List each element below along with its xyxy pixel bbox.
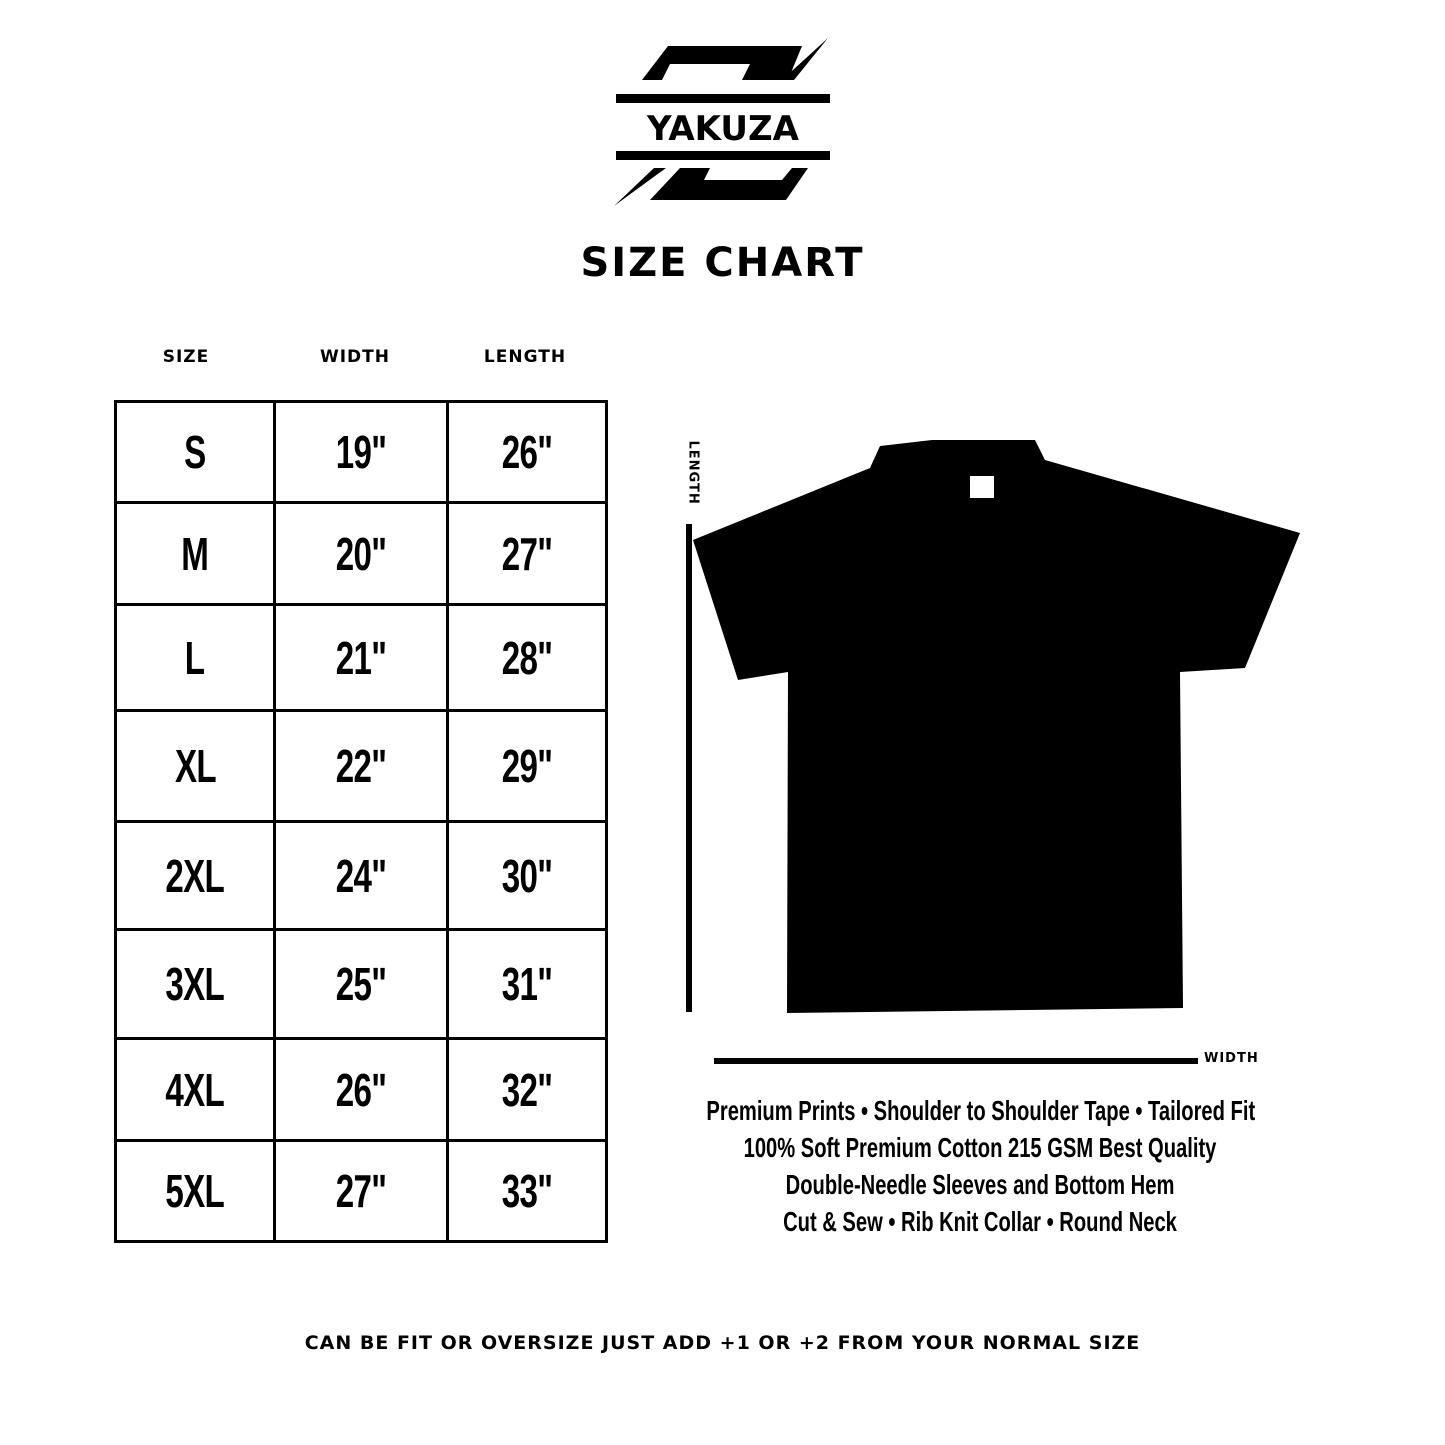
feature-line: Cut & Sew • Rib Knit Collar • Round Neck xyxy=(783,1206,1177,1237)
table-row: 4XL 26" 32" xyxy=(114,1037,608,1142)
size-table: S 19" 26" M 20" 27" L 21" 28" XL 22" 29" 2XL 24" 30" 3X… xyxy=(114,400,608,1243)
table-cell: 31" xyxy=(446,928,608,1040)
size-value: 3XL xyxy=(165,958,225,1010)
length-value: 31" xyxy=(501,958,553,1010)
header-size: SIZE xyxy=(162,347,210,367)
size-value: 5XL xyxy=(165,1165,225,1217)
table-cell: S xyxy=(114,400,276,504)
table-cell: 30" xyxy=(446,820,608,931)
table-cell: 33" xyxy=(446,1139,608,1243)
tshirt-tag xyxy=(970,476,994,498)
table-cell: 20" xyxy=(273,501,449,606)
table-cell: 2XL xyxy=(114,820,276,931)
table-row: 2XL 24" 30" xyxy=(114,820,608,931)
table-row: 3XL 25" 31" xyxy=(114,928,608,1040)
table-row: L 21" 28" xyxy=(114,603,608,712)
table-cell: 22" xyxy=(273,709,449,823)
length-value: 26" xyxy=(501,426,553,478)
table-cell: 27" xyxy=(273,1139,449,1243)
length-value: 30" xyxy=(501,849,553,902)
width-value: 27" xyxy=(335,1165,387,1217)
width-value: 20" xyxy=(335,527,387,580)
width-label: WIDTH xyxy=(1204,1051,1259,1066)
table-cell: 21" xyxy=(273,603,449,712)
size-value: XL xyxy=(174,740,217,792)
width-value: 21" xyxy=(335,631,387,684)
table-row: 5XL 27" 33" xyxy=(114,1139,608,1243)
table-cell: 3XL xyxy=(114,928,276,1040)
feature-line: Premium Prints • Shoulder to Shoulder Ta… xyxy=(706,1095,1256,1126)
feature-list: Premium Prints • Shoulder to Shoulder Ta… xyxy=(600,1092,1360,1240)
width-value: 26" xyxy=(335,1063,387,1116)
table-cell: M xyxy=(114,501,276,606)
table-cell: 5XL xyxy=(114,1139,276,1243)
table-cell: 19" xyxy=(273,400,449,504)
table-row: S 19" 26" xyxy=(114,400,608,504)
feature-line: 100% Soft Premium Cotton 215 GSM Best Qu… xyxy=(743,1132,1217,1163)
width-value: 22" xyxy=(335,740,387,792)
width-value: 24" xyxy=(335,849,387,902)
length-value: 28" xyxy=(501,631,553,684)
width-bar xyxy=(714,1058,1198,1064)
fit-note: CAN BE FIT OR OVERSIZE JUST ADD +1 OR +2… xyxy=(304,1332,1141,1354)
size-value: L xyxy=(185,631,205,684)
table-cell: 26" xyxy=(273,1037,449,1142)
width-value: 25" xyxy=(335,958,387,1010)
table-cell: 26" xyxy=(446,400,608,504)
logo-wordmark: YAKUZA xyxy=(646,109,800,149)
length-value: 27" xyxy=(501,527,553,580)
table-cell: 29" xyxy=(446,709,608,823)
size-value: S xyxy=(184,426,206,478)
table-cell: 4XL xyxy=(114,1037,276,1142)
length-value: 29" xyxy=(501,740,553,792)
page-title: SIZE CHART xyxy=(580,240,865,286)
length-value: 33" xyxy=(501,1165,553,1217)
width-value: 19" xyxy=(335,426,387,478)
table-cell: 32" xyxy=(446,1037,608,1142)
table-cell: 24" xyxy=(273,820,449,931)
table-cell: 25" xyxy=(273,928,449,1040)
header-width: WIDTH xyxy=(319,347,390,367)
table-cell: L xyxy=(114,603,276,712)
header-length: LENGTH xyxy=(483,347,567,367)
table-row: XL 22" 29" xyxy=(114,709,608,823)
table-cell: 27" xyxy=(446,501,608,606)
size-value: 4XL xyxy=(165,1063,225,1116)
feature-line: Double-Needle Sleeves and Bottom Hem xyxy=(785,1169,1175,1200)
size-value: M xyxy=(181,527,210,580)
length-value: 32" xyxy=(501,1063,553,1116)
length-label: LENGTH xyxy=(685,440,701,505)
yakuza-logo: YAKUZA xyxy=(614,38,830,206)
table-row: M 20" 27" xyxy=(114,501,608,606)
tshirt-silhouette xyxy=(693,440,1300,1013)
table-cell: XL xyxy=(114,709,276,823)
size-value: 2XL xyxy=(165,849,225,902)
length-bar xyxy=(686,524,692,1012)
table-cell: 28" xyxy=(446,603,608,712)
